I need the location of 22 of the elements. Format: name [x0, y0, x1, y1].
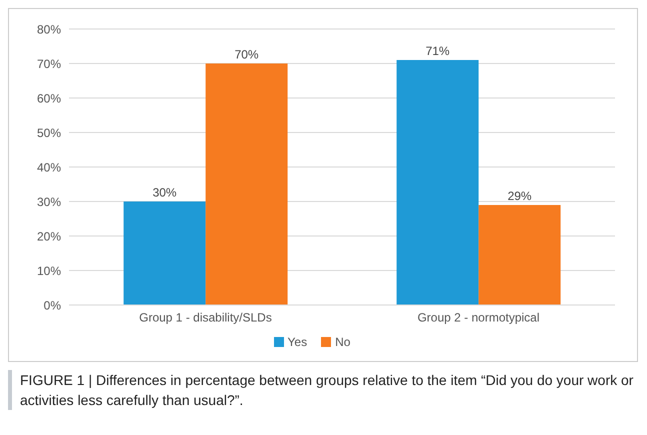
legend-label: No: [334, 335, 350, 349]
y-tick-label: 10%: [36, 264, 62, 278]
y-tick-label: 70%: [36, 56, 62, 71]
y-tick-label: 60%: [36, 91, 62, 106]
legend-label: Yes: [286, 335, 308, 349]
y-tick-label: 20%: [36, 229, 62, 244]
x-tick-label: Group 1 - disability/SLDs: [139, 310, 272, 325]
bar: [124, 202, 206, 305]
y-tick-label: 50%: [36, 126, 62, 140]
y-tick-label: 0%: [44, 298, 62, 312]
data-label: 71%: [426, 44, 450, 58]
y-tick-label: 30%: [36, 194, 62, 209]
bar: [396, 60, 479, 305]
x-tick-label: Group 2 - normotypical: [417, 310, 540, 325]
data-label: 30%: [152, 186, 177, 200]
caption: FIGURE 1 | Differences in percentage between groups relative to the item “Did you do your work or activities less carefully than usual?”.: [8, 370, 638, 410]
y-tick-label: 40%: [36, 160, 62, 174]
data-label: 29%: [508, 188, 532, 203]
bar: [478, 204, 561, 305]
y-tick-label: 80%: [36, 22, 62, 36]
data-label: 70%: [234, 48, 259, 62]
bar: [206, 64, 288, 305]
